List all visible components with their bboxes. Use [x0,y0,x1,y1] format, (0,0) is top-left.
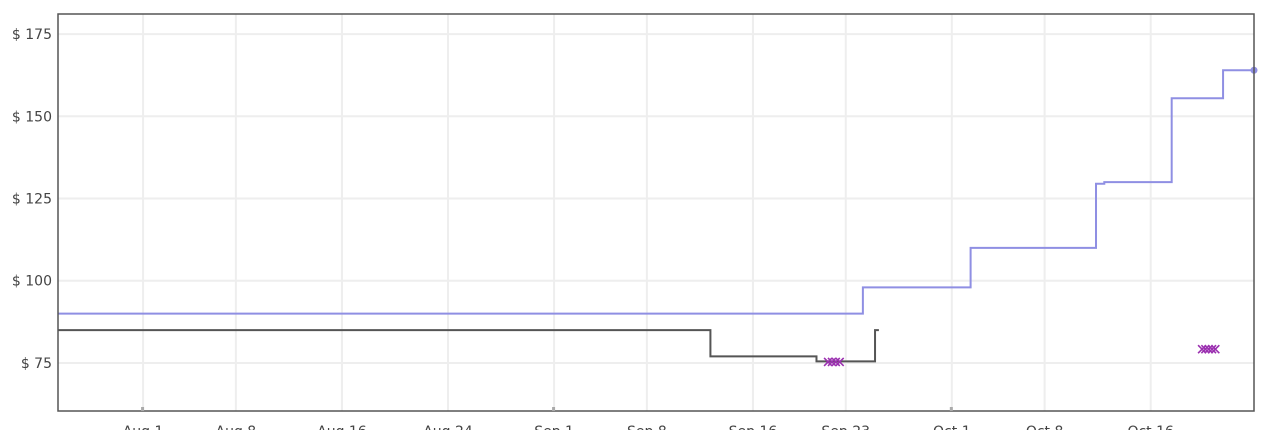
x-marker [831,357,841,367]
x-marker [1210,344,1220,354]
x-marker [1197,344,1207,354]
x-tick-label: Oct 1 [933,424,971,430]
x-marker [1200,344,1210,354]
plot-frame [57,13,1255,412]
axis-ticks: $ 75 $ 100 $ 125 $ 150 $ 175 Aug 1 Aug 8 Aug 16… [12,27,1174,430]
series-layer [58,66,1258,367]
x-tick-label: Sep 1 [534,424,574,430]
y-tick-label: $ 150 [12,109,52,125]
x-marker [835,357,845,367]
x-marker [827,357,837,367]
grid [58,14,1254,411]
x-tick-label: Oct 16 [1127,424,1174,430]
x-tick-label: Aug 1 [123,424,164,430]
x-tick-label: Sep 16 [729,424,778,430]
x-tick-mark [552,407,556,411]
price-line-0 [58,69,1254,315]
x-tick-mark [141,407,145,411]
x-marker [1204,344,1214,354]
x-tick-label: Aug 24 [423,424,473,430]
x-tick-label: Sep 23 [821,424,870,430]
x-tick-label: Aug 16 [317,424,367,430]
y-tick-label: $ 125 [12,192,52,208]
x-marker [1207,344,1217,354]
y-tick-label: $ 100 [12,274,52,290]
x-marker [823,357,833,367]
x-tick-label: Sep 8 [627,424,667,430]
x-tick-label: Aug 8 [216,424,257,430]
x-tick-mark [949,407,953,411]
y-tick-label: $ 75 [21,356,52,372]
y-tick-label: $ 175 [12,27,52,43]
price-line-1 [58,329,879,363]
x-tick-label: Oct 8 [1026,424,1064,430]
